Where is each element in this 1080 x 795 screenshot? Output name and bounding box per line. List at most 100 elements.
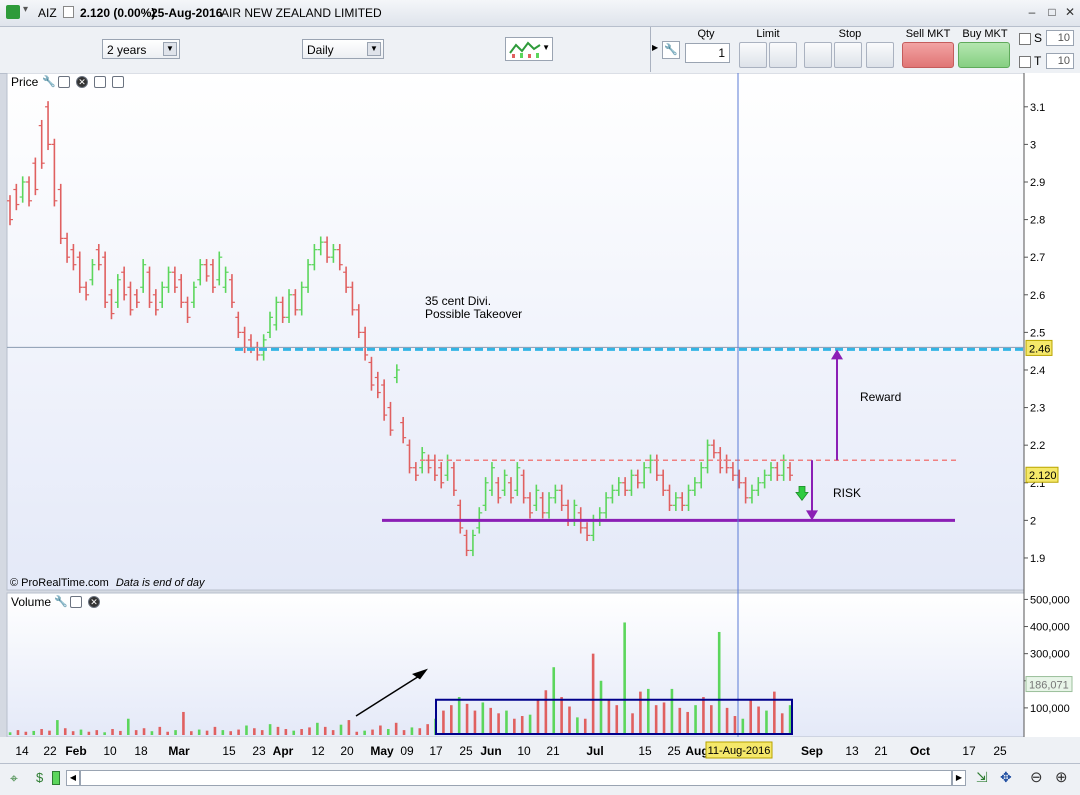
volume-bar xyxy=(741,718,745,735)
chart-type-button[interactable]: ▼ xyxy=(505,37,553,61)
volume-bar xyxy=(646,688,650,735)
s-checkbox[interactable] xyxy=(1019,33,1031,45)
scroll-left-button[interactable]: ◀ xyxy=(66,770,80,786)
s-input[interactable]: 10 xyxy=(1046,30,1074,46)
volume-bar xyxy=(371,729,374,735)
zoom-in-icon[interactable]: ⊕ xyxy=(1055,769,1068,786)
zoom-fit-icon[interactable]: ⇲ xyxy=(976,769,988,785)
maximize-icon[interactable]: □ xyxy=(1048,5,1056,19)
chart-app-icon xyxy=(6,5,20,19)
scroll-right-button[interactable]: ▶ xyxy=(952,770,966,786)
candlestick-icon xyxy=(509,41,541,58)
volume-bar xyxy=(686,711,689,735)
chevron-down-icon: ▼ xyxy=(367,42,381,56)
info-icon[interactable] xyxy=(63,6,74,18)
chevron-down-icon[interactable]: ▾ xyxy=(23,4,29,15)
stop-sell-button[interactable] xyxy=(804,42,832,68)
last-price-box xyxy=(1025,466,1059,483)
qty-input[interactable]: 1 xyxy=(685,43,730,63)
t-input[interactable]: 10 xyxy=(1046,53,1074,69)
buy-mkt-button[interactable] xyxy=(958,42,1010,68)
volume-bar xyxy=(615,705,619,735)
stop-mid-button[interactable] xyxy=(834,42,862,68)
x-tick-label: 10 xyxy=(517,744,531,758)
volume-bar xyxy=(426,724,429,735)
window-icon[interactable] xyxy=(58,76,70,88)
limit-buy-button[interactable] xyxy=(769,42,797,68)
volume-trend-arrowhead xyxy=(412,668,428,680)
toolbar: 2 years ▼ Daily ▼ ▼ ▶ 🔧 Qty 1 Limit Stop… xyxy=(0,27,1080,74)
risk-label: RISK xyxy=(833,486,862,500)
volume-bar xyxy=(8,732,12,735)
cursor-date-label: 11-Aug-2016 xyxy=(708,745,771,757)
reward-label: Reward xyxy=(860,390,902,404)
volume-bar xyxy=(394,722,398,735)
x-tick-label: Sep xyxy=(801,744,823,758)
x-tick-label: 09 xyxy=(400,744,414,758)
volume-bar xyxy=(505,710,508,735)
volume-bar xyxy=(32,730,36,735)
volume-bar xyxy=(292,730,296,735)
wrench-icon[interactable]: 🔧 xyxy=(662,41,680,59)
limit-sell-button[interactable] xyxy=(739,42,767,68)
volume-bar xyxy=(528,714,532,735)
volume-bar xyxy=(465,703,469,735)
x-axis-bg xyxy=(0,737,1080,763)
close-icon[interactable]: ✕ xyxy=(76,76,88,88)
sell-mkt-label: Sell MKT xyxy=(905,28,951,40)
minimize-icon[interactable]: – xyxy=(1028,5,1036,19)
volume-bar xyxy=(568,706,571,735)
volume-bar xyxy=(733,716,737,735)
chevron-down-icon: ▼ xyxy=(542,43,550,52)
x-tick-label: 20 xyxy=(340,744,354,758)
move-up-icon[interactable] xyxy=(94,76,106,88)
volume-bar xyxy=(71,731,75,735)
volume-bar xyxy=(323,726,327,735)
volume-bar xyxy=(347,720,351,735)
range-select[interactable]: 2 years ▼ xyxy=(102,39,180,59)
chevron-down-icon: ▼ xyxy=(163,42,177,56)
x-tick-label: 21 xyxy=(546,744,560,758)
close-icon[interactable]: ✕ xyxy=(1064,5,1076,19)
volume-bar xyxy=(765,710,768,735)
x-tick-label: 15 xyxy=(222,744,236,758)
volume-tick-label: 300,000 xyxy=(1030,649,1070,661)
interval-select[interactable]: Daily ▼ xyxy=(302,39,384,59)
t-checkbox[interactable] xyxy=(1019,56,1031,68)
horizontal-scrollbar[interactable] xyxy=(80,770,952,786)
zoom-out-icon[interactable]: ⊖ xyxy=(1030,769,1043,786)
last-price-change: 2.120 (0.00%) xyxy=(80,6,156,20)
indicators-icon[interactable]: $ xyxy=(36,770,44,785)
window-icon[interactable] xyxy=(70,596,82,608)
zoom-reset-icon[interactable]: ✥ xyxy=(1000,769,1012,785)
wrench-icon[interactable]: 🔧 xyxy=(54,596,68,608)
chevron-right-icon[interactable]: ▶ xyxy=(652,43,659,52)
y-tick-label: 1.9 xyxy=(1030,553,1045,565)
move-down-icon[interactable] xyxy=(112,76,124,88)
ticker-symbol[interactable]: AIZ xyxy=(38,6,57,20)
y-tick-label: 2.9 xyxy=(1030,177,1045,189)
limit-label: Limit xyxy=(756,28,780,40)
volume-bar xyxy=(237,729,240,735)
volume-bar xyxy=(300,729,303,735)
company-name: AIR NEW ZEALAND LIMITED xyxy=(221,6,382,20)
y-tick-label: 2 xyxy=(1030,515,1036,527)
volume-bar xyxy=(583,718,587,735)
volume-bar xyxy=(190,731,193,735)
x-tick-label: 14 xyxy=(15,744,29,758)
price-panel-header: Price xyxy=(11,75,38,91)
crosshair-icon[interactable]: ⌖ xyxy=(10,770,18,786)
y-tick-label: 2.7 xyxy=(1030,252,1045,264)
volume-bar xyxy=(126,718,130,735)
volume-trend-arrow xyxy=(355,676,419,717)
candle-icon[interactable] xyxy=(52,771,60,785)
wrench-icon[interactable]: 🔧 xyxy=(42,76,56,88)
volume-tick-label: 100,000 xyxy=(1030,703,1070,715)
sell-mkt-button[interactable] xyxy=(902,42,954,68)
volume-bar xyxy=(442,710,445,735)
stop-buy-button[interactable] xyxy=(866,42,894,68)
close-icon[interactable]: ✕ xyxy=(88,596,100,608)
resistance-value: 2.46 xyxy=(1029,343,1050,355)
volume-bar xyxy=(182,711,185,735)
divi-line2: Possible Takeover xyxy=(425,307,523,321)
